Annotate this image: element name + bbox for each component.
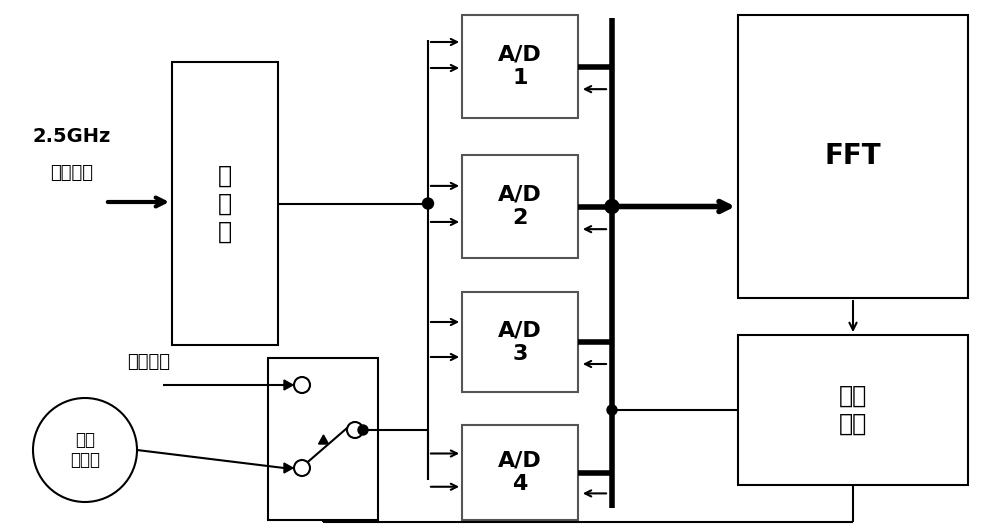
Bar <box>738 15 968 298</box>
Text: 输入信号: 输入信号 <box>127 353 170 371</box>
Bar <box>462 155 578 258</box>
Bar <box>268 358 378 520</box>
Polygon shape <box>319 435 328 444</box>
Text: 2.5GHz: 2.5GHz <box>33 128 111 146</box>
Text: A/D
4: A/D 4 <box>498 451 542 494</box>
Bar <box>738 335 968 485</box>
Bar <box>462 15 578 118</box>
Text: FFT: FFT <box>825 143 881 171</box>
Text: A/D
1: A/D 1 <box>498 45 542 88</box>
Bar <box>462 292 578 392</box>
Circle shape <box>347 422 363 438</box>
Text: A/D
3: A/D 3 <box>498 321 542 364</box>
Circle shape <box>422 198 434 209</box>
Text: 移
相
器: 移 相 器 <box>218 164 232 243</box>
Polygon shape <box>284 463 293 473</box>
Circle shape <box>605 199 619 214</box>
Text: A/D
2: A/D 2 <box>498 185 542 228</box>
Circle shape <box>294 377 310 393</box>
Circle shape <box>33 398 137 502</box>
Text: 相移
计算: 相移 计算 <box>839 384 867 436</box>
Polygon shape <box>284 380 293 390</box>
Text: 参考时钟: 参考时钟 <box>50 164 94 182</box>
Circle shape <box>294 460 310 476</box>
Circle shape <box>358 425 368 435</box>
Text: 校准
参考源: 校准 参考源 <box>70 430 100 470</box>
Bar <box>172 62 278 345</box>
Bar <box>462 425 578 520</box>
Circle shape <box>607 405 617 415</box>
